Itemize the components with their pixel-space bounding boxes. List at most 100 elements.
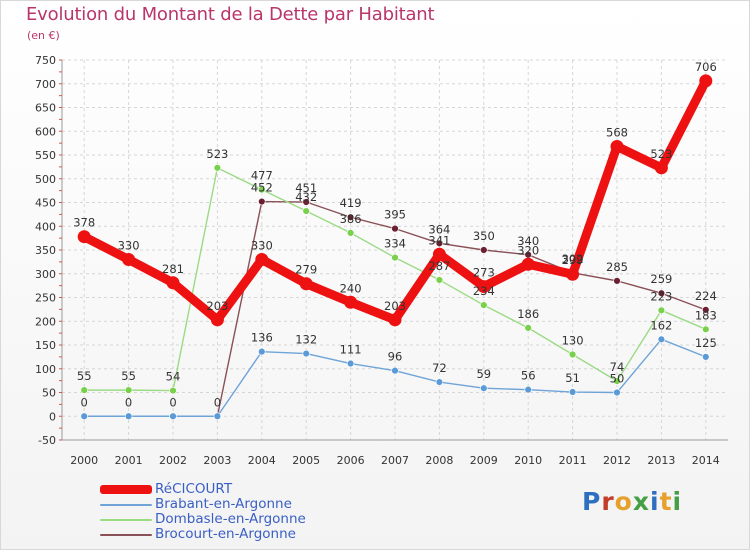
data-point bbox=[657, 335, 666, 343]
data-label: 706 bbox=[695, 60, 717, 74]
x-tick-label: 2010 bbox=[514, 454, 542, 467]
data-point bbox=[702, 306, 710, 314]
data-label: 419 bbox=[340, 196, 362, 210]
data-point bbox=[613, 377, 621, 385]
data-point bbox=[657, 306, 666, 315]
y-tick-label: 700 bbox=[35, 78, 56, 91]
data-point bbox=[435, 276, 444, 284]
x-tick-label: 2009 bbox=[470, 454, 498, 467]
data-label: 234 bbox=[473, 284, 495, 298]
y-tick-label: -50 bbox=[38, 434, 56, 447]
data-label: 364 bbox=[428, 222, 450, 236]
data-point bbox=[568, 350, 577, 359]
logo-letter: x bbox=[632, 487, 650, 516]
data-label: 55 bbox=[77, 369, 92, 383]
data-point bbox=[77, 230, 91, 244]
x-tick-label: 2008 bbox=[425, 454, 453, 467]
y-tick-label: 200 bbox=[35, 315, 56, 328]
data-point bbox=[213, 164, 222, 172]
data-point bbox=[391, 253, 399, 262]
data-label: 350 bbox=[473, 229, 495, 243]
proxiti-logo: Proxiti bbox=[582, 487, 682, 516]
data-point bbox=[302, 207, 310, 215]
data-point bbox=[258, 347, 266, 356]
x-tick-label: 2000 bbox=[70, 454, 98, 467]
legend-label: Brocourt-en-Argonne bbox=[155, 526, 296, 542]
data-point bbox=[702, 325, 710, 334]
data-point bbox=[258, 197, 266, 206]
data-label: 432 bbox=[295, 190, 317, 204]
y-tick-label: 150 bbox=[35, 339, 56, 352]
data-label: 59 bbox=[476, 367, 491, 381]
data-point bbox=[166, 276, 180, 290]
data-point bbox=[480, 384, 488, 392]
x-tick-label: 2013 bbox=[647, 454, 675, 467]
x-tick-label: 2014 bbox=[692, 454, 720, 467]
data-label: 224 bbox=[695, 289, 717, 303]
data-label: 452 bbox=[251, 181, 273, 195]
data-label: 136 bbox=[251, 331, 273, 345]
data-label: 0 bbox=[81, 395, 88, 409]
data-label: 162 bbox=[650, 318, 672, 332]
data-point bbox=[346, 213, 355, 221]
data-label: 395 bbox=[384, 208, 406, 222]
chart-subtitle: (en €) bbox=[27, 29, 60, 42]
data-label: 223 bbox=[650, 289, 672, 303]
data-point bbox=[346, 359, 355, 368]
x-tick-label: 2001 bbox=[115, 454, 143, 467]
y-tick-label: 350 bbox=[35, 244, 56, 257]
legend-swatch-dombasle bbox=[100, 519, 152, 521]
x-tick-label: 2012 bbox=[603, 454, 631, 467]
data-point bbox=[124, 412, 133, 420]
data-point bbox=[122, 253, 136, 266]
data-label: 74 bbox=[610, 360, 625, 374]
data-point bbox=[435, 239, 444, 248]
logo-letter: o bbox=[614, 487, 633, 516]
data-label: 523 bbox=[206, 147, 228, 161]
data-label: 378 bbox=[73, 216, 95, 230]
data-point bbox=[169, 412, 177, 420]
data-label: 203 bbox=[206, 299, 228, 313]
data-point bbox=[346, 229, 355, 237]
data-label: 50 bbox=[610, 372, 625, 386]
data-label: 299 bbox=[562, 253, 584, 267]
y-tick-label: 450 bbox=[35, 197, 56, 210]
data-label: 132 bbox=[295, 333, 317, 347]
data-label: 96 bbox=[388, 350, 403, 364]
data-point bbox=[80, 412, 88, 420]
data-label: 72 bbox=[432, 361, 447, 375]
legend-label: Brabant-en-Argonne bbox=[155, 496, 292, 512]
data-label: 285 bbox=[606, 260, 628, 274]
data-point bbox=[299, 277, 313, 291]
data-label: 56 bbox=[521, 369, 536, 383]
legend-swatch-brocourt bbox=[100, 534, 152, 536]
data-point bbox=[521, 257, 535, 271]
logo-letter: i bbox=[672, 487, 683, 516]
data-label: 340 bbox=[517, 234, 539, 248]
data-point bbox=[524, 385, 532, 394]
y-tick-label: 100 bbox=[35, 363, 56, 376]
data-point bbox=[566, 267, 580, 281]
data-label: 281 bbox=[162, 262, 184, 276]
data-label: 125 bbox=[695, 336, 717, 350]
legend-swatch-recicourt bbox=[100, 485, 152, 494]
x-tick-label: 2005 bbox=[292, 454, 320, 467]
data-point bbox=[80, 386, 88, 394]
logo-letter: i bbox=[650, 487, 660, 516]
data-label: 55 bbox=[121, 369, 136, 383]
data-label: 287 bbox=[428, 259, 450, 273]
x-tick-label: 2003 bbox=[203, 454, 231, 467]
data-label: 203 bbox=[384, 299, 406, 313]
chart-title: Evolution du Montant de la Dette par Hab… bbox=[26, 4, 435, 25]
data-point bbox=[477, 280, 491, 294]
data-label: 0 bbox=[169, 395, 176, 409]
data-label: 568 bbox=[606, 125, 628, 139]
y-tick-label: 550 bbox=[35, 149, 56, 162]
logo-letter: r bbox=[601, 487, 615, 516]
y-tick-label: 300 bbox=[35, 268, 56, 281]
data-point bbox=[654, 161, 668, 175]
data-point bbox=[613, 277, 621, 285]
x-tick-label: 2011 bbox=[559, 454, 587, 467]
data-label: 386 bbox=[340, 212, 362, 226]
